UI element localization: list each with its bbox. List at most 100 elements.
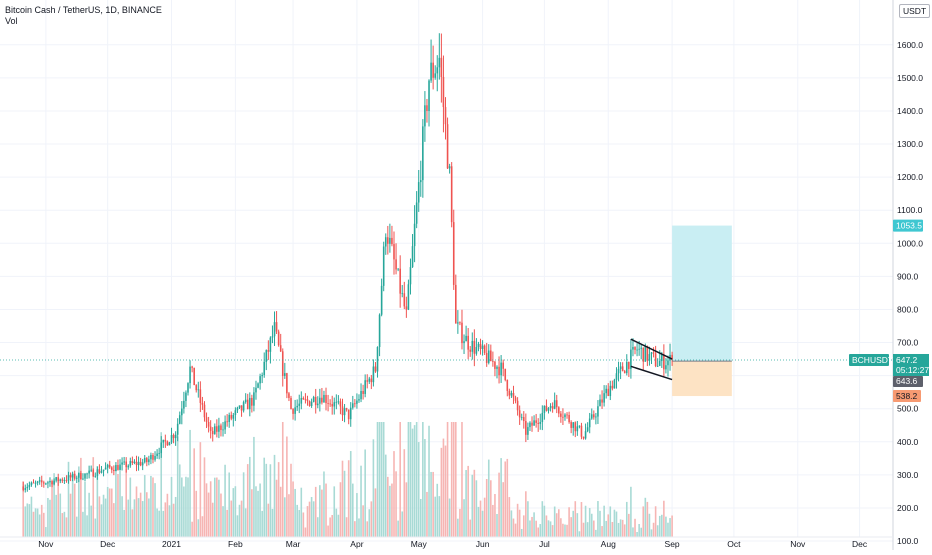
candle-body [380,285,383,315]
volume-bar [574,501,577,537]
candle-body [506,380,509,391]
volume-bar [380,422,383,537]
volume-bar [457,518,459,537]
candle-body [597,406,599,417]
time-tick-label: Sep [665,539,680,549]
candle-body [164,439,167,442]
candle-body [22,486,24,490]
candle-body [121,462,123,465]
volume-bar [504,461,507,537]
volume-bar [376,422,379,537]
candle-body [333,402,336,407]
volume-bar [329,517,331,537]
volume-bar [131,509,134,537]
candle-body [218,425,220,432]
volume-bar [220,493,222,537]
volume-bar [547,520,550,537]
volume-bar [146,492,148,537]
candle-body [415,202,418,224]
time-tick-label: Nov [790,539,806,549]
candle-body [595,416,597,418]
candle-body [518,410,521,418]
volume-bar [564,524,566,537]
volume-bar [393,451,395,537]
candle-body [397,268,399,270]
price-tick-label: 400.0 [897,437,919,447]
candle-body [176,423,179,435]
volume-bar [654,506,657,537]
volume-bar [409,422,412,537]
candle-body [69,475,72,478]
volume-bar [47,497,49,537]
candle-body [560,413,562,417]
time-tick-label: Nov [38,539,54,549]
candle-body [362,391,364,394]
volume-bar [38,514,41,537]
volume-bar [337,514,340,537]
volume-bar [370,501,373,537]
volume-bars [22,422,673,537]
volume-bar [537,527,539,537]
volume-bar [471,474,474,537]
volume-bar [257,490,259,537]
volume-bar [588,508,591,537]
candlesticks [22,33,673,493]
volume-bar [601,526,603,537]
volume-bar [327,525,329,537]
profit-zone [672,225,732,362]
candle-body [292,408,294,414]
volume-bar [374,488,377,537]
candle-body [588,418,591,428]
position-tool[interactable] [672,225,732,397]
volume-bar [533,512,535,537]
volume-bar [384,454,387,537]
entry-price-tag [893,375,923,387]
volume-bar [306,506,309,537]
candle-body [281,351,284,376]
volume-bar [125,468,127,537]
candle-body [547,407,550,411]
volume-bar [487,459,490,537]
volume-bar [372,439,375,537]
volume-bar [238,504,241,537]
volume-bar [539,524,542,537]
candle-body [82,478,84,480]
volume-bar [108,488,111,537]
candle-body [238,405,241,408]
volume-bar [240,500,243,537]
candle-body [345,408,348,410]
candle-body [110,467,113,470]
volume-bar [494,494,496,537]
candle-body [539,422,542,424]
candle-body [520,417,523,418]
volume-bar [469,519,472,537]
volume-bar [611,521,614,537]
volume-bar [228,472,230,537]
candle-body [139,461,142,466]
volume-bar [263,457,266,537]
currency-button[interactable]: USDT [899,4,931,18]
candle-body [448,166,451,169]
candle-body [440,57,443,77]
candle-body [434,73,436,78]
volume-bar [22,481,24,537]
pattern-lines[interactable] [630,338,673,381]
time-tick-label: May [411,539,428,549]
chart-legend: Bitcoin Cash / TetherUS, 1D, BINANCE Vol [5,5,162,27]
trend-line [630,338,673,360]
volume-bar [178,464,181,537]
candle-body [483,345,486,353]
volume-bar [615,511,618,537]
candle-body [275,322,278,332]
volume-bar [401,511,404,537]
candle-body [549,406,552,408]
volume-bar [663,500,665,537]
volume-bar [96,466,99,537]
candle-body [197,389,200,391]
candle-body [133,461,136,463]
candle-body [261,375,263,377]
candle-body [30,482,33,485]
candle-body [316,403,319,406]
